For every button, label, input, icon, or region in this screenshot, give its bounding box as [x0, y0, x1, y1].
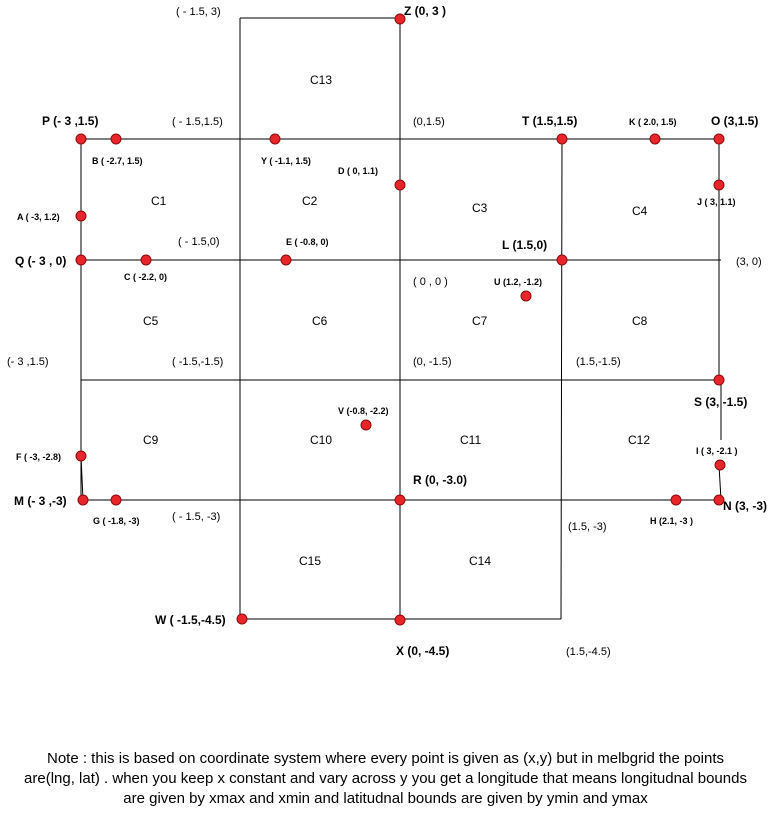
point-H: [670, 494, 682, 506]
point-label-I: I ( 3, -2.1 ): [696, 446, 738, 456]
coordinate-label: ( 0 , 0 ): [413, 276, 448, 288]
point-J: [713, 179, 725, 191]
cell-label: C15: [299, 554, 321, 568]
coordinate-label: (0,1.5): [413, 116, 445, 128]
cell-label: C3: [472, 201, 488, 215]
coordinate-label: ( - 1.5, -3): [172, 511, 220, 523]
point-label-O: O (3,1.5): [711, 114, 758, 128]
cell-label: C14: [469, 554, 491, 568]
points: [75, 13, 726, 626]
point-V: [360, 419, 372, 431]
grid-lines: [80, 17, 722, 620]
cell-label: C2: [302, 194, 318, 208]
point-I: [714, 459, 726, 471]
cell-label: C10: [310, 433, 332, 447]
point-label-X: X (0, -4.5): [396, 644, 449, 658]
point-A: [75, 210, 87, 222]
grid-line: [718, 464, 722, 501]
point-W: [236, 613, 248, 625]
point-label-F: F ( -3, -2.8): [16, 452, 61, 462]
cell-label: C13: [310, 73, 332, 87]
point-label-N: N (3, -3): [723, 499, 767, 513]
cell-label: C7: [472, 314, 488, 328]
point-label-B: B ( -2.7, 1.5): [92, 156, 143, 166]
coordinate-label: (- 3 ,1.5): [7, 356, 49, 368]
point-O: [713, 133, 725, 145]
point-S: [713, 374, 725, 386]
point-K: [649, 133, 661, 145]
point-label-S: S (3, -1.5): [694, 395, 747, 409]
point-label-E: E ( -0.8, 0): [286, 237, 329, 247]
point-label-P: P (- 3 ,1.5): [42, 114, 98, 128]
cell-label: C9: [143, 433, 159, 447]
point-label-R: R (0, -3.0): [413, 473, 467, 487]
point-label-Z: Z (0, 3 ): [404, 4, 446, 18]
cell-label: C4: [632, 204, 648, 218]
point-N: [713, 494, 725, 506]
coordinate-label: (1.5, -3): [568, 521, 607, 533]
point-label-K: K ( 2.0, 1.5): [629, 117, 677, 127]
point-label-T: T (1.5,1.5): [522, 114, 577, 128]
coordinate-label: ( - 1.5, 3): [176, 6, 221, 18]
point-label-J: J ( 3, 1.1): [697, 197, 736, 207]
cell-label: C1: [151, 194, 167, 208]
coordinate-label: (0, -1.5): [413, 356, 452, 368]
point-label-Y: Y ( -1.1, 1.5): [261, 156, 311, 166]
point-R: [394, 494, 406, 506]
point-label-U: U (1.2, -1.2): [494, 277, 542, 287]
point-P: [75, 133, 87, 145]
point-label-H: H (2.1, -3 ): [650, 516, 693, 526]
point-label-C: C ( -2.2, 0): [124, 272, 167, 282]
coordinate-labels: ( - 1.5, 3) ( - 1.5,1.5) (0,1.5) ( - 1.5…: [7, 6, 762, 658]
point-M: [77, 494, 89, 506]
point-label-D: D ( 0, 1.1): [338, 166, 378, 176]
point-G: [110, 494, 122, 506]
coordinate-label: ( - 1.5,0): [178, 236, 220, 248]
point-label-G: G ( -1.8, -3): [93, 516, 140, 526]
point-U: [520, 290, 532, 302]
cell-label: C6: [312, 314, 328, 328]
coordinate-label: (3, 0): [736, 256, 762, 268]
grid-line: [560, 138, 563, 620]
cell-label: C12: [628, 433, 650, 447]
point-label-Q: Q (- 3 , 0): [15, 254, 66, 268]
point-label-L: L (1.5,0): [502, 238, 547, 252]
coordinate-label: ( -1.5,-1.5): [172, 356, 223, 368]
cell-labels: C13 C1 C2 C3 C4 C5 C6 C7 C8 C9 C10 C11 C…: [143, 73, 650, 568]
point-T: [556, 133, 568, 145]
point-label-A: A ( -3, 1.2): [17, 212, 60, 222]
point-labels: P (- 3 ,1.5) B ( -2.7, 1.5) Y ( -1.1, 1.…: [14, 4, 767, 658]
note-text: Note : this is based on coordinate syste…: [24, 750, 747, 807]
coordinate-label: (1.5,-1.5): [576, 356, 621, 368]
point-X: [394, 614, 406, 626]
point-D: [394, 179, 406, 191]
point-Z: [394, 13, 406, 25]
cell-label: C8: [632, 314, 648, 328]
point-C: [140, 254, 152, 266]
point-E: [280, 254, 292, 266]
point-label-W: W ( -1.5,-4.5): [155, 613, 226, 627]
point-Y: [269, 133, 281, 145]
point-B: [110, 133, 122, 145]
coordinate-label: ( - 1.5,1.5): [172, 116, 223, 128]
cell-label: C5: [143, 314, 159, 328]
point-label-M: M (- 3 ,-3): [14, 494, 67, 508]
point-Q: [75, 254, 87, 266]
point-F: [75, 450, 87, 462]
cell-label: C11: [460, 433, 481, 447]
point-L: [556, 254, 568, 266]
grid-line: [80, 455, 84, 501]
grid-diagram: P (- 3 ,1.5) B ( -2.7, 1.5) Y ( -1.1, 1.…: [7, 4, 767, 658]
coordinate-label: (1.5,-4.5): [566, 646, 611, 658]
point-label-V: V (-0.8, -2.2): [338, 406, 389, 416]
